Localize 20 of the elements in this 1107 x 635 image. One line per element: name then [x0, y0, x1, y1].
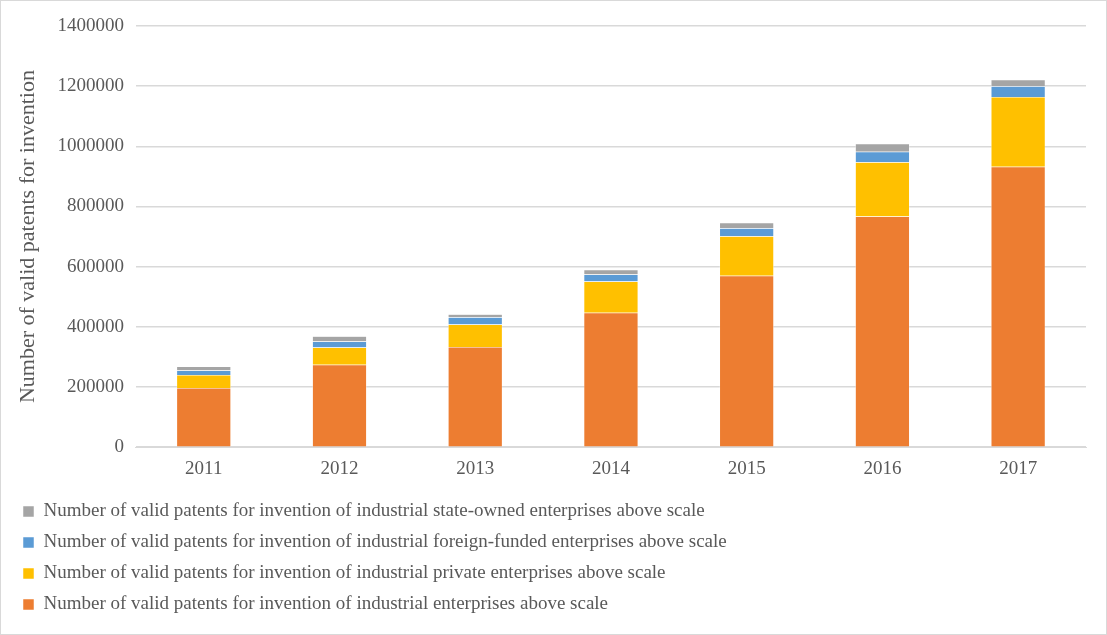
y-tick-label: 400000: [66, 314, 124, 336]
x-tick-label: 2013: [456, 456, 495, 478]
legend-label: Number of valid patents for invention of industrial private enterprises above scale: [43, 561, 666, 583]
y-tick-label: 800000: [66, 194, 124, 216]
legend-label: Number of valid patents for invention of industrial enterprises above scale: [43, 592, 609, 614]
x-tick-label: 2016: [863, 456, 902, 478]
x-tick-label: 2017: [999, 456, 1038, 478]
y-tick-label: 1400000: [57, 13, 124, 35]
y-tick-label: 600000: [66, 254, 124, 276]
x-tick-label: 2012: [320, 456, 359, 478]
y-axis-title: Number of valid patents for invention: [13, 70, 39, 404]
x-tick-label: 2011: [185, 456, 223, 478]
legend-label: Number of valid patents for invention of industrial state-owned enterprises above scale: [43, 499, 705, 521]
x-tick-label: 2015: [727, 456, 766, 478]
y-tick-label: 1000000: [57, 134, 124, 156]
x-tick-label: 2014: [591, 456, 631, 478]
y-tick-label: 0: [114, 435, 124, 457]
y-tick-label: 1200000: [57, 74, 124, 96]
y-tick-label: 200000: [66, 375, 124, 397]
legend-label: Number of valid patents for invention of industrial foreign-funded enterprises above scale: [43, 530, 727, 552]
